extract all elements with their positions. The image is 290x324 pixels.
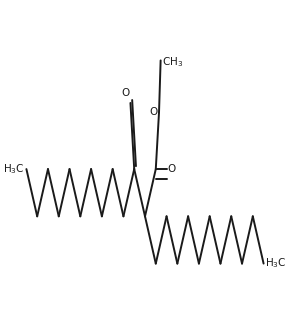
Text: O: O bbox=[121, 88, 130, 98]
Text: CH$_3$: CH$_3$ bbox=[162, 55, 183, 69]
Text: O: O bbox=[150, 107, 158, 117]
Text: O: O bbox=[167, 164, 176, 174]
Text: H$_3$C: H$_3$C bbox=[265, 257, 287, 271]
Text: H$_3$C: H$_3$C bbox=[3, 162, 25, 176]
